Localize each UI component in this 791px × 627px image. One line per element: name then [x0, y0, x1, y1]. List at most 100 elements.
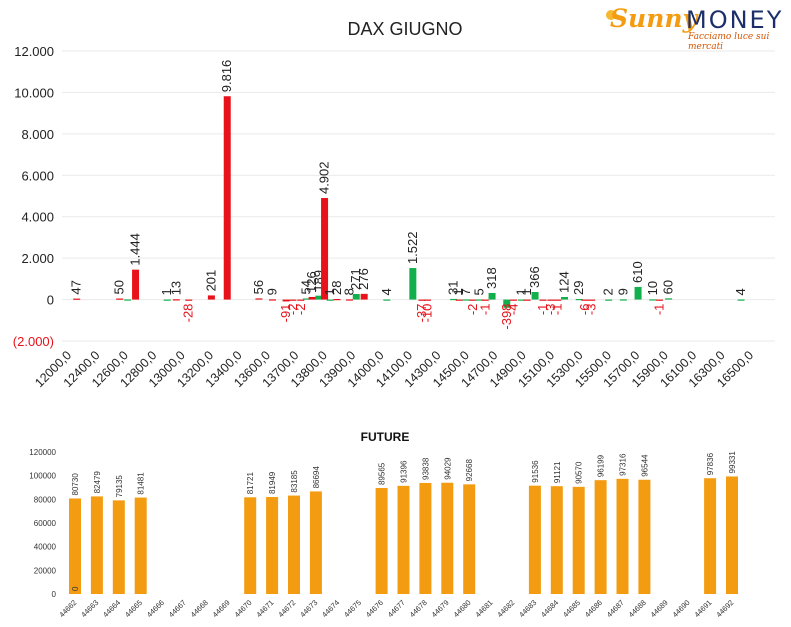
x-tick-label: 44682: [495, 598, 516, 619]
logo-sunny: Sunny: [610, 4, 698, 33]
data-label: 2: [601, 288, 616, 295]
bar: [345, 299, 353, 301]
data-label: 1: [513, 288, 528, 295]
data-label: -2: [285, 304, 300, 316]
bar: [418, 299, 426, 301]
bar: [266, 497, 279, 594]
y-tick-label: 100000: [29, 472, 56, 481]
bar: [523, 299, 531, 301]
bar: [517, 299, 525, 301]
data-label: 1: [322, 288, 337, 295]
bar: [288, 495, 300, 594]
data-label: 82479: [93, 471, 102, 494]
data-label: 1.522: [405, 231, 420, 264]
bar: [726, 476, 738, 594]
data-label: 97836: [706, 452, 715, 475]
y-tick-label: 80000: [34, 495, 57, 504]
bar: [531, 291, 539, 300]
bar: [244, 497, 257, 594]
bar: [419, 482, 432, 594]
data-label: 81949: [268, 471, 277, 494]
y-tick-label: 0: [52, 590, 57, 599]
bar: [132, 269, 140, 300]
y-tick-label: 2.000: [21, 251, 54, 266]
bar: [375, 488, 388, 594]
bar: [282, 299, 290, 302]
data-label: -1: [550, 304, 565, 316]
y-tick-label: (2.000): [13, 334, 54, 349]
data-label: 92668: [465, 459, 474, 482]
x-tick-label: 44668: [189, 598, 210, 619]
bar: [302, 298, 310, 300]
data-label: 1: [159, 288, 174, 295]
bar: [124, 299, 132, 301]
brand-logo: Sunny MONEY Facciamo luce sui mercati: [606, 4, 786, 52]
data-label: 126: [304, 271, 319, 293]
bar: [289, 299, 297, 301]
sun-icon: [606, 10, 616, 20]
data-label: 81721: [246, 471, 255, 494]
bar: [463, 484, 476, 594]
bar: [462, 299, 470, 301]
data-label: -1: [477, 304, 492, 316]
bar: [450, 298, 458, 301]
bar: [163, 299, 171, 301]
data-label: 5: [472, 288, 487, 295]
data-label: 9: [265, 288, 280, 295]
bar: [503, 299, 511, 308]
x-tick-label: 44688: [627, 598, 648, 619]
data-label: 10: [645, 281, 660, 295]
x-axis: 12000,012400,012600,012800,013000,013200…: [32, 348, 756, 390]
data-label: 4: [379, 288, 394, 295]
y-tick-label: 4.000: [21, 210, 54, 225]
data-label: -37: [414, 304, 429, 323]
data-label: 28: [329, 281, 344, 295]
bar: [656, 299, 664, 301]
x-tick-label: 44685: [561, 598, 582, 619]
x-tick-label: 44671: [254, 598, 275, 619]
x-tick-label: 44669: [211, 598, 232, 619]
data-label: 610: [630, 261, 645, 283]
data-label: -2: [465, 304, 480, 316]
x-tick-label: 44690: [671, 598, 692, 619]
data-label: 9.816: [219, 60, 234, 93]
bar: [575, 298, 583, 301]
future-bars: 80730 82479 79135 81481 81721 81949 83185 86694…: [69, 451, 738, 594]
data-label: 80730: [71, 473, 80, 496]
data-label: 94029: [443, 457, 452, 480]
bar: [554, 299, 562, 301]
data-label: 9: [615, 288, 630, 295]
data-label: -28: [181, 304, 196, 323]
data-label: -398: [499, 304, 514, 330]
data-label: -6: [577, 304, 592, 316]
x-tick-label: 44691: [692, 598, 713, 619]
bar: [172, 299, 180, 301]
x-tick-label: 44677: [386, 598, 407, 619]
bar: [397, 485, 410, 594]
bar: [605, 299, 613, 301]
x-tick-label: 44678: [408, 598, 429, 619]
bar: [73, 298, 81, 300]
data-label: 1: [451, 288, 466, 295]
bar: [581, 299, 589, 301]
data-label: 79135: [115, 475, 124, 498]
bar: [90, 496, 103, 594]
x-tick-label: 44663: [79, 598, 100, 619]
y-axis: 12.000 10.000 8.000 6.000 4.000 2.000 0 (2.000): [13, 44, 54, 349]
x-tick-label: 44670: [233, 598, 254, 619]
y-tick-label: 120000: [29, 448, 56, 457]
bar: [424, 299, 432, 301]
bar: [116, 298, 124, 300]
chart-title: DAX GIUGNO: [347, 19, 462, 39]
data-label: 124: [556, 271, 571, 293]
bar: [469, 299, 477, 301]
bar: [297, 299, 305, 301]
bar: [634, 286, 642, 300]
x-tick-label: 44665: [123, 598, 144, 619]
bar: [476, 299, 484, 301]
bar: [704, 478, 717, 594]
data-label: 318: [484, 267, 499, 289]
x-tick-label: 44666: [145, 598, 166, 619]
y-tick-label: 0: [47, 293, 54, 308]
data-label: 366: [527, 266, 542, 288]
